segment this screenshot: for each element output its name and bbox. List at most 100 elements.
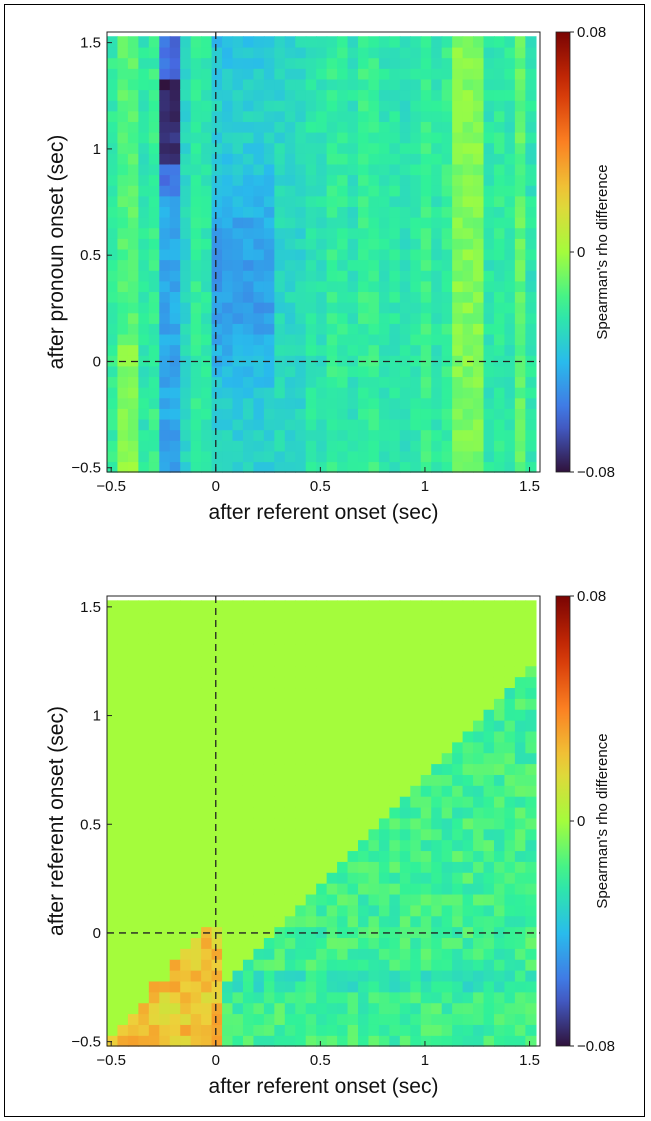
heatmap-cells-top — [107, 36, 537, 473]
colorbar-gradient — [555, 595, 571, 1047]
heatmap-cell — [284, 397, 296, 409]
heatmap-cell — [462, 185, 474, 197]
heatmap-cell — [389, 709, 401, 721]
heatmap-cell — [431, 100, 443, 112]
heatmap-cell — [253, 429, 265, 441]
heatmap-cell — [190, 376, 202, 388]
heatmap-cell — [389, 937, 401, 949]
heatmap-cell — [420, 796, 432, 808]
heatmap-cell — [253, 259, 265, 271]
heatmap-cell — [514, 100, 527, 112]
heatmap-cell — [525, 100, 537, 112]
heatmap-cell — [148, 418, 160, 431]
heatmap-cell — [483, 687, 495, 699]
heatmap-cell — [127, 806, 140, 819]
heatmap-cell — [169, 323, 181, 335]
heatmap-cell — [107, 153, 119, 165]
heatmap-cell — [148, 110, 160, 122]
heatmap-cell — [462, 312, 474, 324]
heatmap-cell — [305, 386, 317, 399]
heatmap-cell — [473, 68, 485, 80]
heatmap-cell — [222, 153, 234, 165]
heatmap-cell — [180, 926, 192, 939]
heatmap-cell — [358, 100, 370, 112]
heatmap-cell — [138, 632, 150, 645]
heatmap-cell — [211, 280, 223, 293]
heatmap-cell — [358, 796, 370, 808]
heatmap-cell — [410, 78, 422, 91]
heatmap-cell — [316, 36, 328, 48]
heatmap-cell — [347, 991, 359, 1004]
heatmap-cell — [138, 1035, 150, 1047]
heatmap-cell — [514, 1002, 527, 1015]
heatmap-cell — [525, 376, 537, 388]
heatmap-cell — [117, 893, 129, 906]
heatmap-cell — [107, 1002, 119, 1015]
heatmap-cell — [483, 121, 495, 133]
heatmap-cell — [358, 153, 370, 165]
heatmap-cell — [473, 904, 485, 917]
heatmap-cell — [305, 872, 317, 884]
heatmap-cell — [284, 418, 296, 431]
heatmap-cell — [222, 1035, 234, 1047]
heatmap-cell — [190, 839, 202, 852]
heatmap-cell — [242, 376, 255, 388]
heatmap-cell — [514, 461, 527, 473]
heatmap-cell — [253, 622, 265, 634]
heatmap-cell — [347, 121, 359, 133]
heatmap-cell — [232, 937, 244, 949]
heatmap-cell — [169, 763, 181, 775]
heatmap-cell — [127, 1002, 140, 1015]
heatmap-cell — [514, 78, 527, 91]
heatmap-cell — [389, 301, 401, 314]
heatmap-cell — [493, 622, 506, 634]
heatmap-cell — [452, 752, 464, 765]
heatmap-cell — [525, 817, 537, 830]
heatmap-cell — [316, 408, 328, 420]
heatmap-cell — [295, 817, 307, 830]
heatmap-cell — [358, 687, 370, 699]
heatmap-cell — [159, 687, 171, 699]
heatmap-cell — [242, 397, 255, 409]
heatmap-cell — [462, 57, 474, 69]
heatmap-cell — [138, 937, 150, 949]
heatmap-cell — [148, 248, 160, 261]
heatmap-cell — [107, 785, 119, 797]
heatmap-cell — [337, 774, 349, 786]
heatmap-cell — [242, 654, 255, 667]
heatmap-cell — [242, 698, 255, 710]
heatmap-cell — [117, 959, 129, 971]
heatmap-cell — [504, 719, 516, 732]
heatmap-cell — [190, 828, 202, 841]
heatmap-cell — [358, 216, 370, 229]
heatmap-cell — [504, 709, 516, 721]
heatmap-cell — [368, 763, 380, 775]
heatmap-cell — [159, 600, 171, 612]
heatmap-cell — [347, 785, 359, 797]
heatmap-cell — [462, 259, 474, 271]
heatmap-cell — [316, 1035, 328, 1047]
heatmap-cell — [525, 185, 537, 197]
heatmap-cell — [514, 408, 527, 420]
heatmap-cell — [138, 904, 150, 917]
heatmap-cell — [263, 969, 276, 982]
heatmap-cell — [358, 131, 370, 144]
heatmap-cell — [326, 741, 338, 754]
heatmap-cell — [169, 355, 181, 367]
heatmap-cell — [305, 195, 317, 208]
heatmap-cell — [483, 89, 495, 101]
heatmap-cell — [222, 57, 234, 69]
heatmap-cell — [148, 948, 160, 960]
heatmap-cell — [326, 817, 338, 830]
heatmap-cell — [347, 365, 359, 378]
heatmap-cell — [399, 969, 412, 982]
heatmap-cell — [201, 622, 213, 634]
heatmap-cell — [305, 131, 317, 144]
heatmap-cell — [473, 948, 485, 960]
heatmap-cell — [180, 418, 192, 431]
heatmap-cell — [316, 915, 328, 928]
heatmap-cell — [493, 698, 506, 710]
heatmap-cell — [169, 904, 181, 917]
heatmap-cell — [431, 839, 443, 852]
heatmap-cell — [117, 1035, 129, 1047]
